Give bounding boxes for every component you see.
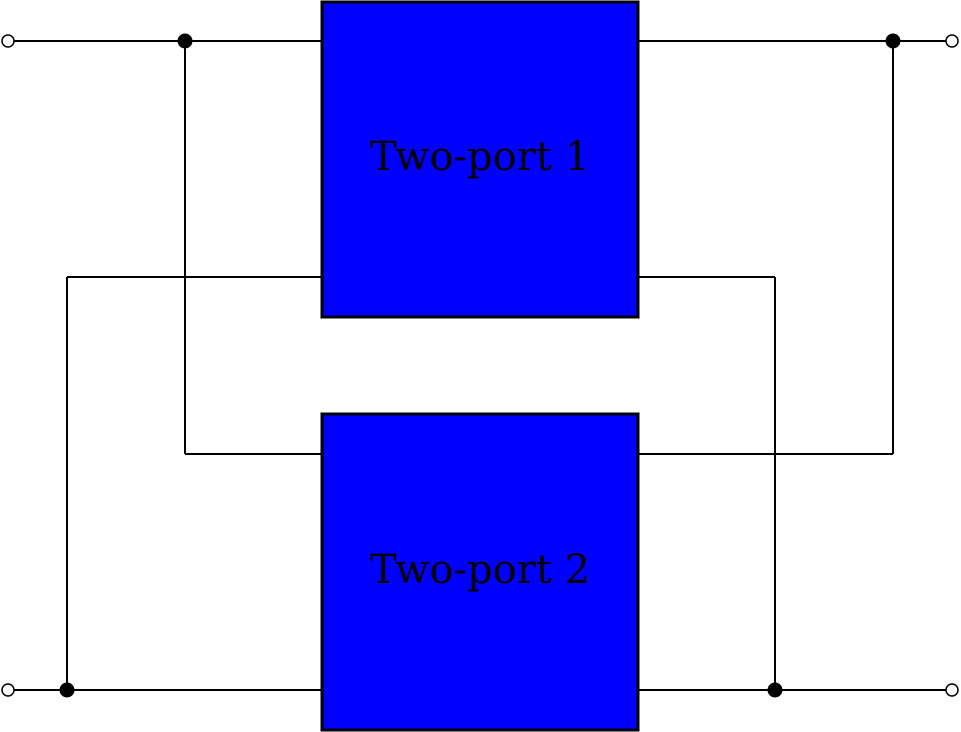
two-port-2-label: Two-port 2 [370,547,590,593]
two-port-2: Two-port 2 [320,412,640,732]
terminal-top-right [945,34,959,48]
junction-top-right [885,33,901,49]
terminal-bottom-right [945,683,959,697]
terminals [1,34,959,697]
terminal-top-left [1,34,15,48]
two-port-1: Two-port 1 [320,0,640,319]
two-port-2-box [320,412,640,732]
two-port-1-box [320,0,640,319]
two-port-1-label: Two-port 1 [370,134,590,180]
junction-top-left [177,33,193,49]
terminal-bottom-left [1,683,15,697]
junction-bottom-right [767,682,783,698]
junctions [59,33,901,698]
junction-bottom-left [59,682,75,698]
